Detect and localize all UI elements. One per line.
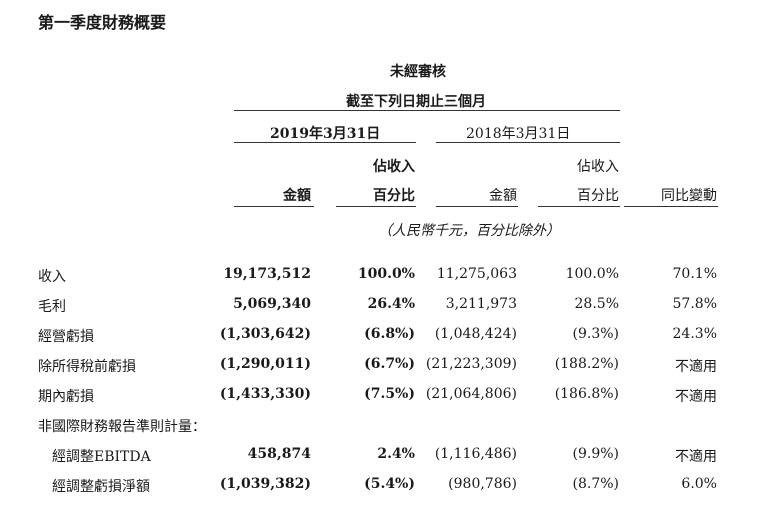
date-2019-rule: [234, 142, 416, 143]
row-label: 經營虧損: [38, 329, 94, 345]
row-label: 除所得稅前虧損: [38, 359, 136, 375]
row-label: 經調整虧損淨額: [52, 479, 150, 495]
amount-2018: (1,048,424): [434, 326, 517, 342]
amount-2019-header: 金額: [283, 188, 311, 204]
amount-2018: 3,211,973: [445, 296, 517, 312]
col3-rule: [436, 206, 518, 207]
row-label: 毛利: [38, 299, 66, 315]
pct-2018: (8.7%): [572, 476, 620, 492]
pct-2019: (6.8%): [364, 326, 415, 342]
page-title: 第一季度財務概要: [38, 13, 167, 32]
amount-2019: (1,290,011): [219, 356, 311, 372]
amount-2018: (1,116,486): [434, 446, 517, 462]
amount-2018: (21,064,806): [425, 386, 517, 402]
pct-2018: 28.5%: [574, 296, 619, 312]
amount-2018: (980,786): [448, 476, 517, 492]
yoy: 6.0%: [681, 476, 717, 492]
amount-2018: 11,275,063: [436, 266, 517, 282]
pct-2019: 2.4%: [377, 446, 415, 462]
date-2019-header: 2019年3月31日: [270, 126, 381, 142]
date-2018-rule: [436, 142, 620, 143]
pct-2019: (6.7%): [364, 356, 415, 372]
row-label: 收入: [38, 269, 66, 285]
pct-2019: (7.5%): [364, 386, 415, 402]
yoy: 不適用: [675, 389, 717, 405]
pct-2019-header-line1: 佔收入: [373, 159, 415, 175]
amount-2018: (21,223,309): [425, 356, 517, 372]
pct-2018-header-line1: 佔收入: [577, 159, 619, 175]
col4-rule: [538, 206, 620, 207]
non-ifrs-label: 非國際財務報告準則計量：: [38, 419, 206, 435]
pct-2018: 100.0%: [565, 266, 619, 282]
pct-2018-header-line2: 百分比: [577, 188, 619, 204]
period-header: 截至下列日期止三個月: [346, 94, 486, 110]
pct-2018: (188.2%): [554, 356, 619, 372]
col5-rule: [624, 206, 718, 207]
pct-2018: (9.3%): [572, 326, 620, 342]
unit-note: （人民幣千元，百分比除外）: [378, 223, 560, 239]
pct-2018: (9.9%): [572, 446, 620, 462]
amount-2019: (1,039,382): [219, 476, 311, 492]
pct-2018: (186.8%): [554, 386, 619, 402]
pct-2019: 26.4%: [367, 296, 415, 312]
col1-rule: [234, 206, 314, 207]
pct-2019: 100.0%: [357, 266, 415, 282]
yoy: 70.1%: [672, 266, 717, 282]
yoy: 57.8%: [672, 296, 717, 312]
unaudited-header: 未經審核: [390, 64, 446, 80]
row-label: 期內虧損: [38, 389, 94, 405]
yoy: 24.3%: [672, 326, 717, 342]
amount-2018-header: 金額: [489, 188, 517, 204]
amount-2019: 458,874: [247, 446, 311, 462]
amount-2019: 19,173,512: [223, 266, 311, 282]
period-rule: [234, 110, 620, 111]
amount-2019: (1,303,642): [219, 326, 311, 342]
pct-2019-header-line2: 百分比: [373, 188, 415, 204]
yoy: 不適用: [675, 449, 717, 465]
pct-2019: (5.4%): [364, 476, 415, 492]
col2-rule: [336, 206, 416, 207]
row-label: 經調整EBITDA: [52, 449, 151, 465]
amount-2019: 5,069,340: [233, 296, 311, 312]
yoy: 不適用: [675, 359, 717, 375]
date-2018-header: 2018年3月31日: [466, 126, 571, 142]
yoy-header: 同比變動: [661, 188, 717, 204]
amount-2019: (1,433,330): [219, 386, 311, 402]
